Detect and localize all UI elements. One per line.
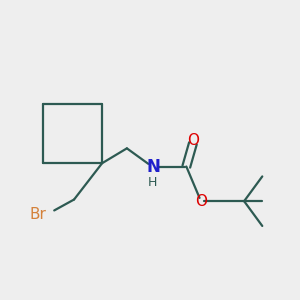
Text: H: H bbox=[148, 176, 157, 189]
Text: O: O bbox=[187, 133, 199, 148]
Text: O: O bbox=[195, 194, 207, 209]
Text: Br: Br bbox=[29, 207, 46, 222]
Text: N: N bbox=[146, 158, 160, 175]
